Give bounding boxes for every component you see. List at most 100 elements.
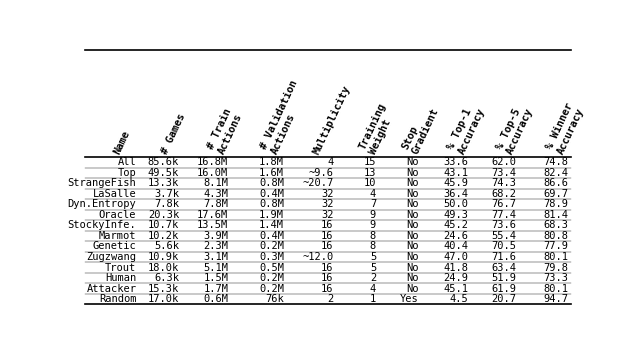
Text: 16: 16: [321, 273, 333, 283]
Text: 7: 7: [370, 199, 376, 209]
Text: 32: 32: [321, 199, 333, 209]
Text: 55.4: 55.4: [491, 231, 516, 241]
Text: 63.4: 63.4: [491, 262, 516, 272]
Text: Marmot: Marmot: [99, 231, 136, 241]
Text: 1.6M: 1.6M: [259, 168, 284, 178]
Text: Stop
Gradient: Stop Gradient: [400, 101, 440, 156]
Text: No: No: [406, 262, 419, 272]
Text: No: No: [406, 284, 419, 294]
Text: 73.6: 73.6: [491, 220, 516, 230]
Text: Zugzwang: Zugzwang: [86, 252, 136, 262]
Text: 40.4: 40.4: [443, 242, 468, 252]
Text: 32: 32: [321, 189, 333, 199]
Text: 0.8M: 0.8M: [259, 178, 284, 188]
Text: 20.7: 20.7: [491, 294, 516, 304]
Text: 80.1: 80.1: [543, 252, 568, 262]
Text: # Validation
Actions: # Validation Actions: [259, 79, 310, 156]
Text: 49.3: 49.3: [443, 210, 468, 220]
Text: 81.4: 81.4: [543, 210, 568, 220]
Text: 3.9M: 3.9M: [204, 231, 228, 241]
Text: 10: 10: [364, 178, 376, 188]
Text: 33.6: 33.6: [443, 157, 468, 167]
Text: 82.4: 82.4: [543, 168, 568, 178]
Text: 71.6: 71.6: [491, 252, 516, 262]
Text: 68.2: 68.2: [491, 189, 516, 199]
Text: No: No: [406, 189, 419, 199]
Text: Yes: Yes: [400, 294, 419, 304]
Text: 43.1: 43.1: [443, 168, 468, 178]
Text: 16.8M: 16.8M: [197, 157, 228, 167]
Text: 45.1: 45.1: [443, 284, 468, 294]
Text: 24.6: 24.6: [443, 231, 468, 241]
Text: 8: 8: [370, 242, 376, 252]
Text: All: All: [118, 157, 136, 167]
Text: 17.0k: 17.0k: [148, 294, 179, 304]
Text: 86.6: 86.6: [543, 178, 568, 188]
Text: 4: 4: [327, 157, 333, 167]
Text: 73.3: 73.3: [543, 273, 568, 283]
Text: # Train
Actions: # Train Actions: [206, 107, 244, 156]
Text: No: No: [406, 220, 419, 230]
Text: 5.6k: 5.6k: [154, 242, 179, 252]
Text: 62.0: 62.0: [491, 157, 516, 167]
Text: 76.7: 76.7: [491, 199, 516, 209]
Text: Attacker: Attacker: [86, 284, 136, 294]
Text: 74.8: 74.8: [543, 157, 568, 167]
Text: 45.9: 45.9: [443, 178, 468, 188]
Text: 7.8M: 7.8M: [204, 199, 228, 209]
Text: 5: 5: [370, 252, 376, 262]
Text: 2.3M: 2.3M: [204, 242, 228, 252]
Text: Multiplicity: Multiplicity: [311, 84, 352, 156]
Text: 18.0k: 18.0k: [148, 262, 179, 272]
Text: No: No: [406, 199, 419, 209]
Text: No: No: [406, 210, 419, 220]
Text: 41.8: 41.8: [443, 262, 468, 272]
Text: 1.7M: 1.7M: [204, 284, 228, 294]
Text: 79.8: 79.8: [543, 262, 568, 272]
Text: 0.6M: 0.6M: [204, 294, 228, 304]
Text: 2: 2: [327, 294, 333, 304]
Text: 0.8M: 0.8M: [259, 199, 284, 209]
Text: 51.9: 51.9: [491, 273, 516, 283]
Text: 1.4M: 1.4M: [259, 220, 284, 230]
Text: LaSalle: LaSalle: [93, 189, 136, 199]
Text: 78.9: 78.9: [543, 199, 568, 209]
Text: 4: 4: [370, 284, 376, 294]
Text: % Winner
Accuracy: % Winner Accuracy: [545, 101, 586, 156]
Text: 45.2: 45.2: [443, 220, 468, 230]
Text: 0.4M: 0.4M: [259, 189, 284, 199]
Text: 16: 16: [321, 242, 333, 252]
Text: ~20.7: ~20.7: [302, 178, 333, 188]
Text: 36.4: 36.4: [443, 189, 468, 199]
Text: 16: 16: [321, 284, 333, 294]
Text: 32: 32: [321, 210, 333, 220]
Text: 47.0: 47.0: [443, 252, 468, 262]
Text: 9: 9: [370, 210, 376, 220]
Text: 0.2M: 0.2M: [259, 284, 284, 294]
Text: 4.3M: 4.3M: [204, 189, 228, 199]
Text: 15: 15: [364, 157, 376, 167]
Text: Random: Random: [99, 294, 136, 304]
Text: 5.1M: 5.1M: [204, 262, 228, 272]
Text: 2: 2: [370, 273, 376, 283]
Text: 61.9: 61.9: [491, 284, 516, 294]
Text: 1: 1: [370, 294, 376, 304]
Text: 76k: 76k: [266, 294, 284, 304]
Text: 16.0M: 16.0M: [197, 168, 228, 178]
Text: 8.1M: 8.1M: [204, 178, 228, 188]
Text: No: No: [406, 242, 419, 252]
Text: No: No: [406, 157, 419, 167]
Text: 80.1: 80.1: [543, 284, 568, 294]
Text: 13.3k: 13.3k: [148, 178, 179, 188]
Text: 77.4: 77.4: [491, 210, 516, 220]
Text: Name: Name: [112, 129, 131, 156]
Text: Training
Weight: Training Weight: [357, 101, 398, 156]
Text: StrangeFish: StrangeFish: [68, 178, 136, 188]
Text: 70.5: 70.5: [491, 242, 516, 252]
Text: 0.2M: 0.2M: [259, 273, 284, 283]
Text: 4: 4: [370, 189, 376, 199]
Text: # Games: # Games: [160, 112, 188, 156]
Text: 0.5M: 0.5M: [259, 262, 284, 272]
Text: 20.3k: 20.3k: [148, 210, 179, 220]
Text: ~9.6: ~9.6: [308, 168, 333, 178]
